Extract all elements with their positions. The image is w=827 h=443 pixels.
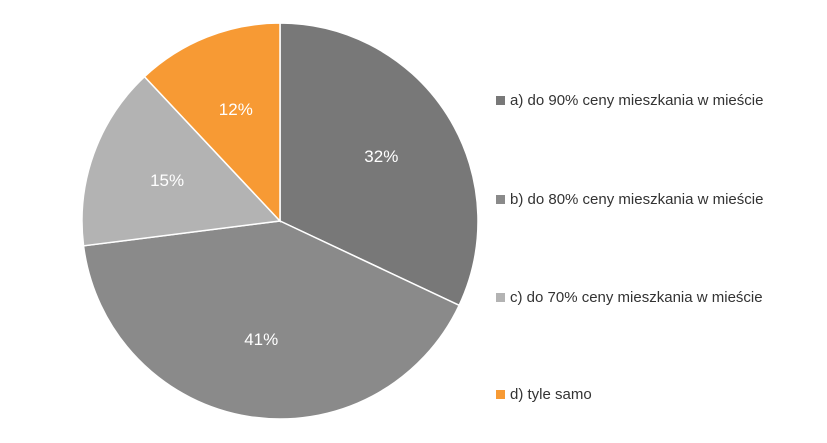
pie-slice-c (81, 75, 282, 247)
legend-item-d: d) tyle samo (496, 384, 592, 404)
slice-value-label-a: 32% (364, 147, 398, 166)
legend-item-b: b) do 80% ceny mieszkania w mieście (496, 189, 763, 209)
legend-label-d: d) tyle samo (510, 385, 592, 403)
legend-item-a: a) do 90% ceny mieszkania w mieście (496, 90, 763, 110)
legend-label-a: a) do 90% ceny mieszkania w mieście (510, 91, 764, 109)
pie-slice-b (82, 220, 461, 420)
legend-label-b: b) do 80% ceny mieszkania w mieście (510, 190, 764, 208)
legend-item-c: c) do 70% ceny mieszkania w mieście (496, 287, 763, 307)
legend-swatch-d (496, 389, 505, 399)
chart-legend: a) do 90% ceny mieszkania w mieście b) d… (496, 0, 827, 443)
legend-label-c: c) do 70% ceny mieszkania w mieście (510, 288, 763, 306)
legend-swatch-c (496, 292, 505, 302)
slice-value-label-d: 12% (219, 100, 253, 119)
pie-slice-d (143, 22, 281, 223)
pie-slice-a (279, 22, 479, 307)
slice-value-label-b: 41% (244, 330, 278, 349)
legend-swatch-b (496, 194, 505, 204)
slice-value-label-c: 15% (150, 171, 184, 190)
legend-swatch-a (496, 95, 505, 105)
